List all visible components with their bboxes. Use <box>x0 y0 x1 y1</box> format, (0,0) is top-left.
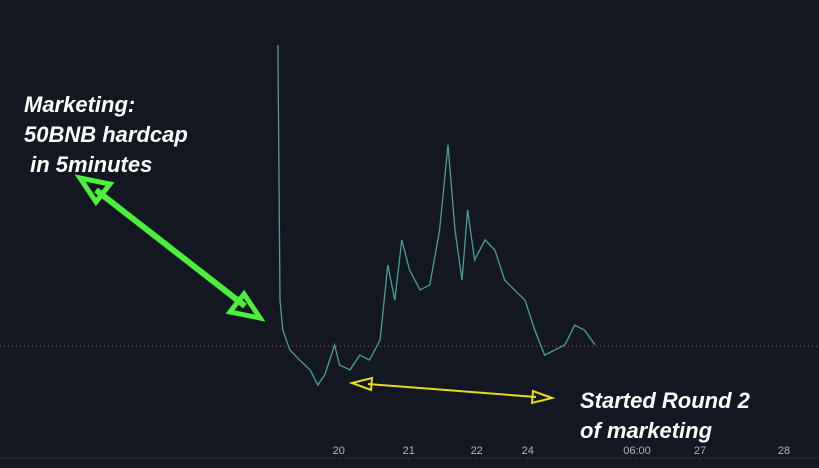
x-tick-label: 06:00 <box>623 445 651 457</box>
annotation: 50BNB hardcap <box>24 122 188 147</box>
x-tick-label: 28 <box>778 445 790 457</box>
x-tick-label: 27 <box>694 445 706 457</box>
annotation: Marketing: <box>24 92 135 117</box>
arrow-green <box>74 174 266 322</box>
annotation: Started Round 2 <box>580 388 751 413</box>
annotation: in 5minutes <box>24 152 152 177</box>
x-tick-label: 21 <box>403 445 415 457</box>
x-tick-label: 20 <box>333 445 345 457</box>
annotation: of marketing <box>580 418 713 443</box>
x-tick-label: 22 <box>471 445 483 457</box>
x-tick-label: 24 <box>522 445 534 457</box>
arrow-yellow <box>348 376 556 405</box>
price-line-series <box>277 45 596 387</box>
